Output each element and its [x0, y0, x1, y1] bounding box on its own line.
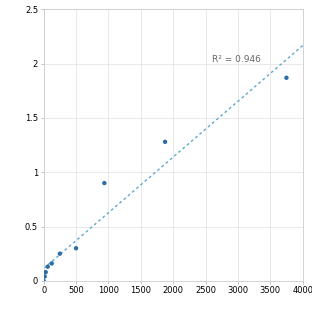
Point [43, 270, 48, 275]
Point [284, 75, 289, 80]
Point [49, 261, 54, 266]
Text: R² = 0.946: R² = 0.946 [212, 55, 261, 64]
Point [42, 274, 47, 279]
Point [57, 251, 62, 256]
Point [74, 246, 79, 251]
Point [45, 264, 50, 269]
Point [102, 181, 107, 186]
Point [163, 139, 168, 144]
Point [41, 278, 46, 283]
